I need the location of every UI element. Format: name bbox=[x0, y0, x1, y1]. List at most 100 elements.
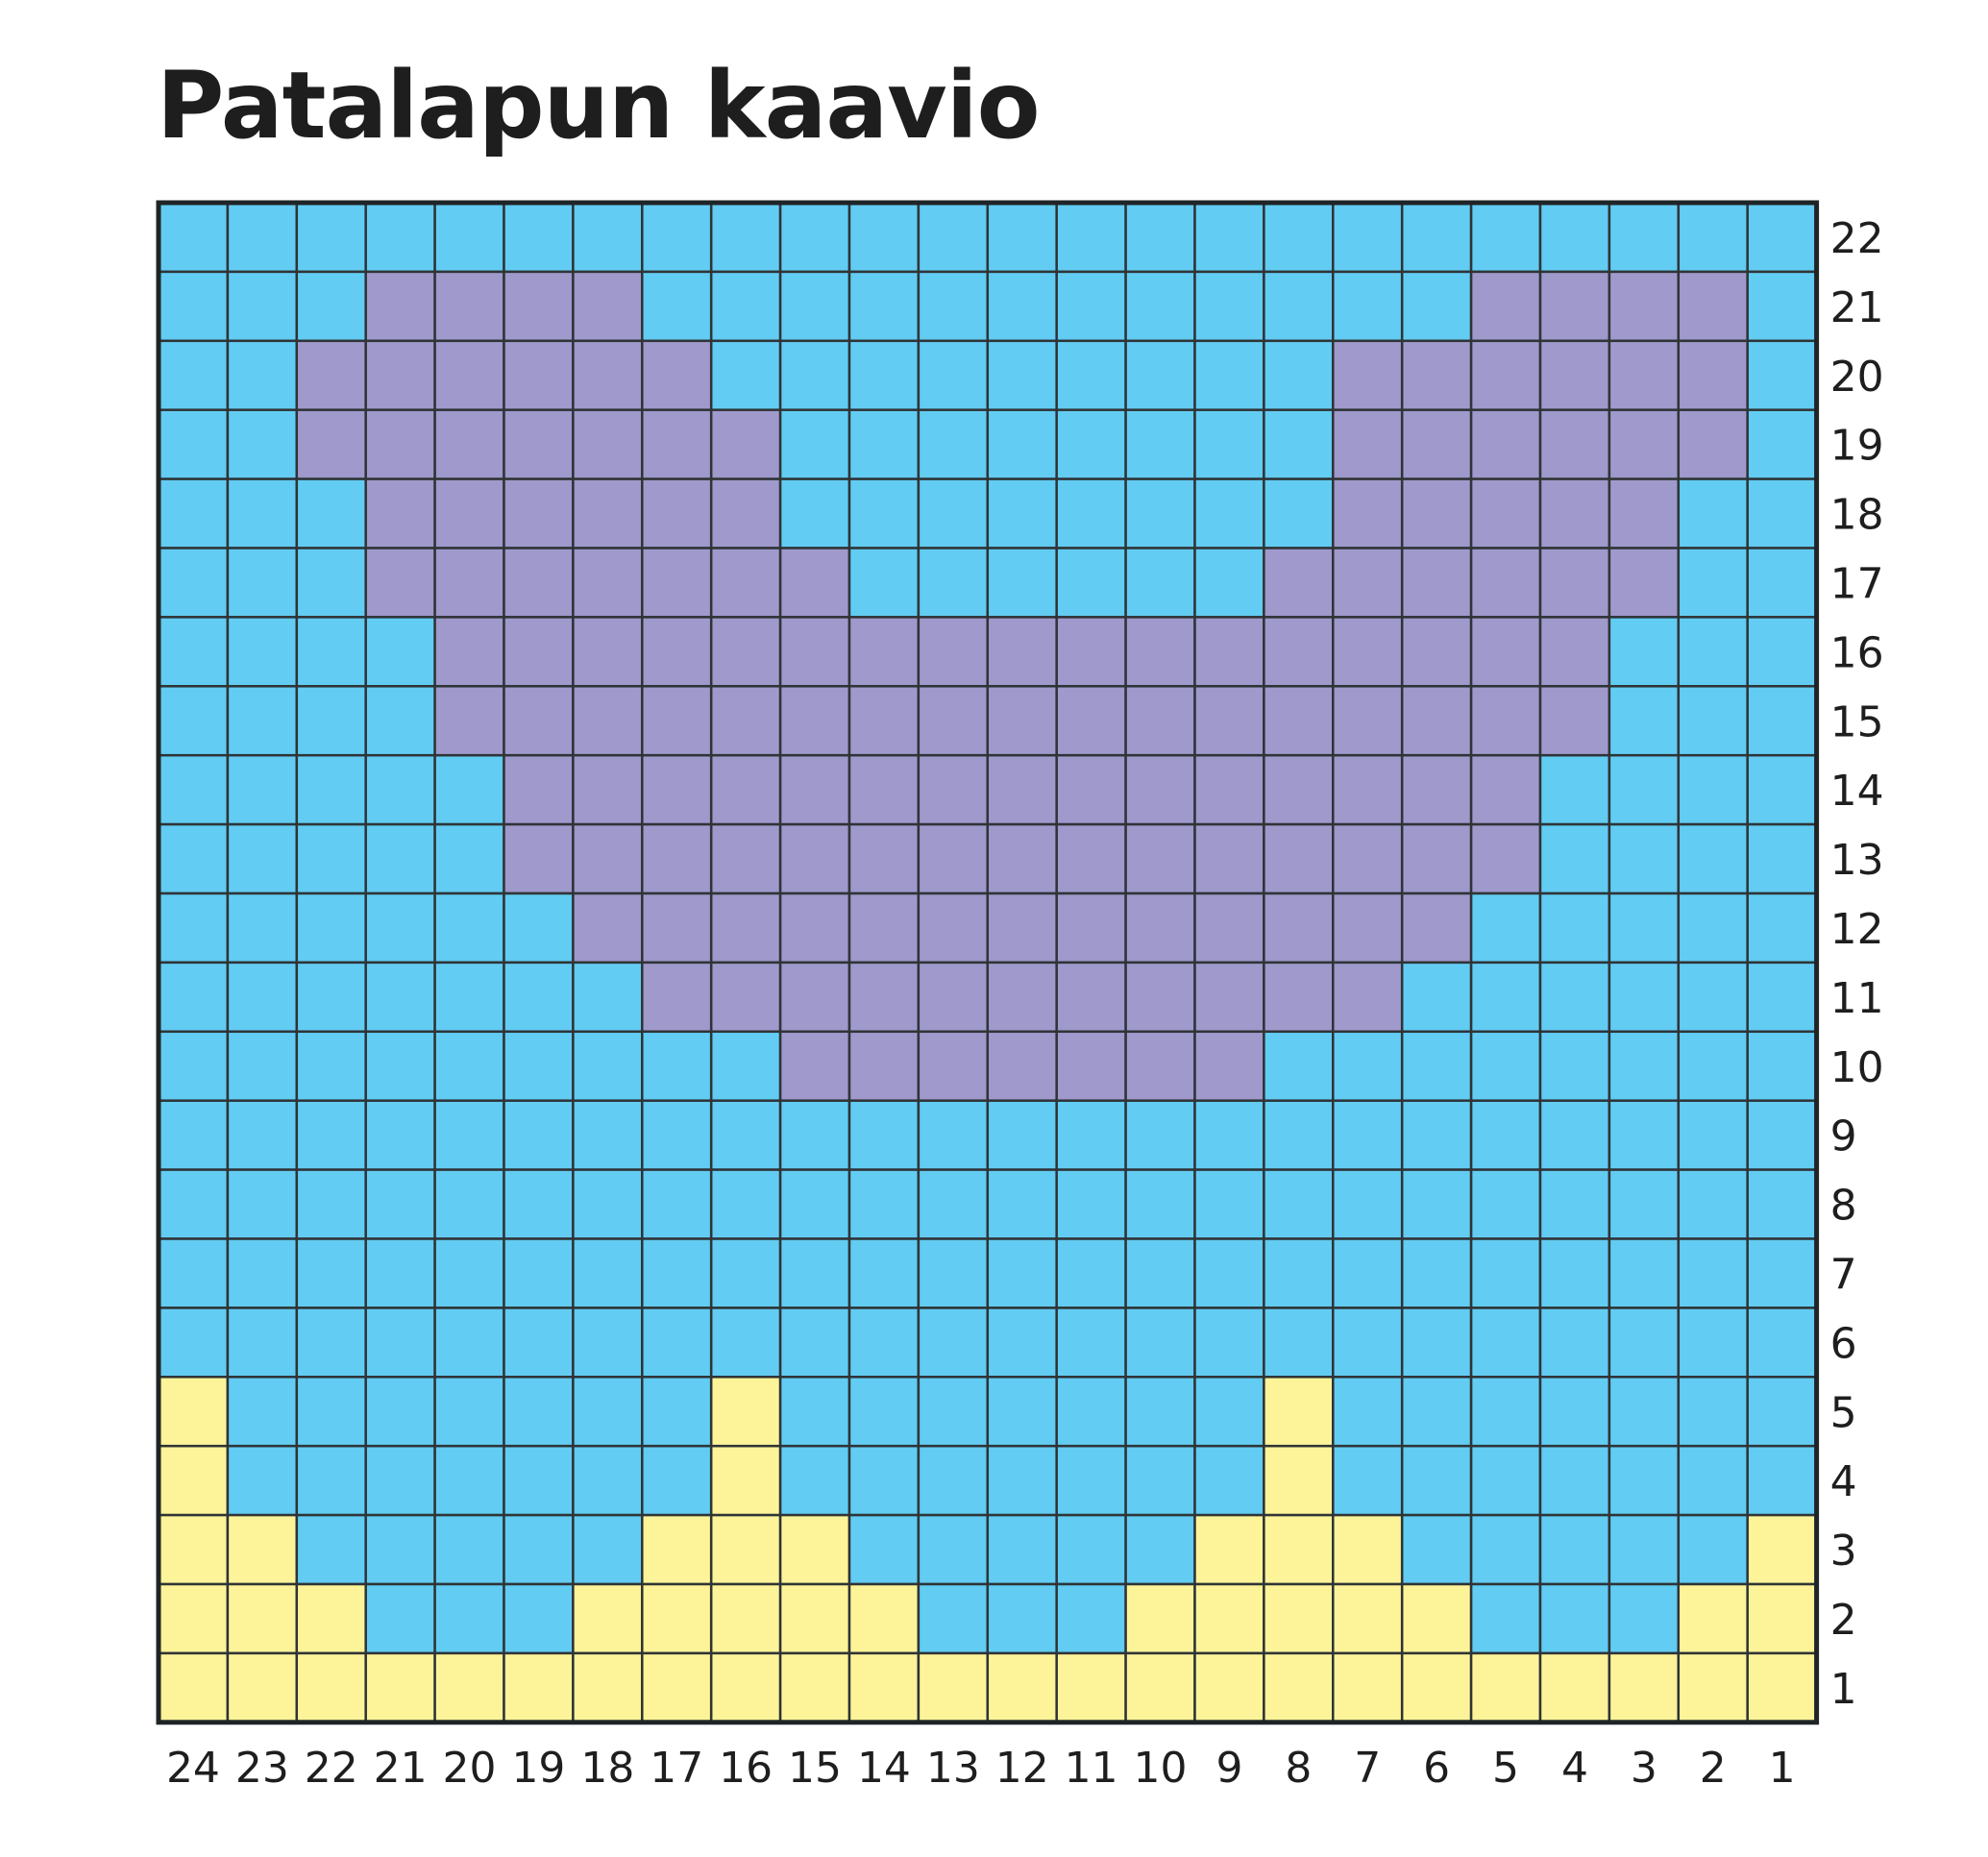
stitch-cell-r21-c4 bbox=[1538, 270, 1611, 343]
stitch-cell-r2-c15 bbox=[778, 1582, 851, 1655]
stitch-cell-r18-c22 bbox=[295, 477, 367, 550]
stitch-cell-r15-c12 bbox=[986, 685, 1058, 757]
stitch-cell-r2-c4 bbox=[1538, 1582, 1611, 1655]
stitch-cell-r3-c4 bbox=[1538, 1513, 1611, 1586]
stitch-cell-r19-c4 bbox=[1538, 408, 1611, 480]
stitch-cell-r17-c19 bbox=[503, 547, 575, 619]
stitch-cell-r2-c23 bbox=[226, 1582, 299, 1655]
stitch-cell-r6-c18 bbox=[572, 1307, 644, 1379]
stitch-cell-r7-c8 bbox=[1263, 1237, 1335, 1309]
stitch-cell-r2-c16 bbox=[709, 1582, 782, 1655]
stitch-cell-r21-c8 bbox=[1263, 270, 1335, 343]
stitch-cell-r21-c24 bbox=[157, 270, 230, 343]
stitch-cell-r1-c8 bbox=[1263, 1651, 1335, 1724]
row-label: 13 bbox=[1830, 836, 1884, 885]
stitch-cell-r14-c13 bbox=[917, 753, 990, 826]
stitch-cell-r16-c10 bbox=[1124, 616, 1196, 688]
stitch-cell-r20-c21 bbox=[364, 339, 436, 411]
row-label: 9 bbox=[1830, 1112, 1857, 1161]
stitch-cell-r6-c4 bbox=[1538, 1307, 1611, 1379]
stitch-cell-r9-c1 bbox=[1746, 1099, 1818, 1171]
stitch-cell-r22-c14 bbox=[847, 201, 920, 274]
stitch-cell-r7-c5 bbox=[1469, 1237, 1542, 1309]
column-number-labels: 24 23 22 21 20 19 18 17 16 15 14 13 12 11 10 9 8 7 6 5 4 3 2 1 bbox=[166, 1744, 1796, 1793]
stitch-cell-r16-c6 bbox=[1400, 616, 1473, 688]
stitch-cell-r19-c7 bbox=[1332, 408, 1404, 480]
stitch-cell-r3-c11 bbox=[1055, 1513, 1127, 1586]
stitch-cell-r12-c18 bbox=[572, 892, 644, 965]
stitch-cell-r1-c22 bbox=[295, 1651, 367, 1724]
stitch-cell-r9-c21 bbox=[364, 1099, 436, 1171]
stitch-cell-r9-c6 bbox=[1400, 1099, 1473, 1171]
stitch-cell-r10-c1 bbox=[1746, 1030, 1818, 1102]
row-label: 8 bbox=[1830, 1182, 1857, 1231]
stitch-cell-r18-c7 bbox=[1332, 477, 1404, 550]
column-label: 10 bbox=[1134, 1744, 1188, 1793]
stitch-cell-r22-c20 bbox=[433, 201, 505, 274]
stitch-cell-r8-c3 bbox=[1608, 1168, 1681, 1240]
stitch-cell-r13-c9 bbox=[1193, 822, 1265, 895]
stitch-cell-r7-c19 bbox=[503, 1237, 575, 1309]
stitch-cell-r12-c10 bbox=[1124, 892, 1196, 965]
stitch-cell-r17-c21 bbox=[364, 547, 436, 619]
stitch-cell-r13-c20 bbox=[433, 822, 505, 895]
stitch-cell-r22-c23 bbox=[226, 201, 299, 274]
stitch-cell-r6-c2 bbox=[1677, 1307, 1749, 1379]
stitch-cell-r17-c24 bbox=[157, 547, 230, 619]
stitch-cell-r16-c11 bbox=[1055, 616, 1127, 688]
stitch-cell-r9-c4 bbox=[1538, 1099, 1611, 1171]
stitch-cell-r15-c9 bbox=[1193, 685, 1265, 757]
stitch-cell-r7-c14 bbox=[847, 1237, 920, 1309]
stitch-cell-r14-c4 bbox=[1538, 753, 1611, 826]
stitch-cell-r2-c19 bbox=[503, 1582, 575, 1655]
stitch-cell-r13-c10 bbox=[1124, 822, 1196, 895]
row-label: 17 bbox=[1830, 559, 1884, 608]
stitch-cell-r18-c6 bbox=[1400, 477, 1473, 550]
stitch-cell-r22-c3 bbox=[1608, 201, 1681, 274]
stitch-cell-r8-c8 bbox=[1263, 1168, 1335, 1240]
stitch-cell-r1-c11 bbox=[1055, 1651, 1127, 1724]
stitch-cell-r17-c6 bbox=[1400, 547, 1473, 619]
stitch-cell-r3-c13 bbox=[917, 1513, 990, 1586]
stitch-cell-r13-c2 bbox=[1677, 822, 1749, 895]
column-label: 5 bbox=[1492, 1744, 1519, 1793]
stitch-cell-r8-c4 bbox=[1538, 1168, 1611, 1240]
stitch-cell-r8-c20 bbox=[433, 1168, 505, 1240]
stitch-cell-r5-c2 bbox=[1677, 1376, 1749, 1448]
stitch-cell-r16-c13 bbox=[917, 616, 990, 688]
stitch-cell-r4-c3 bbox=[1608, 1444, 1681, 1517]
stitch-cell-r6-c12 bbox=[986, 1307, 1058, 1379]
stitch-cell-r11-c15 bbox=[778, 961, 851, 1034]
row-label: 10 bbox=[1830, 1043, 1884, 1092]
stitch-cell-r9-c2 bbox=[1677, 1099, 1749, 1171]
stitch-cell-r7-c10 bbox=[1124, 1237, 1196, 1309]
stitch-cell-r13-c1 bbox=[1746, 822, 1818, 895]
stitch-cell-r15-c20 bbox=[433, 685, 505, 757]
stitch-cell-r21-c2 bbox=[1677, 270, 1749, 343]
stitch-cell-r20-c12 bbox=[986, 339, 1058, 411]
stitch-cell-r17-c23 bbox=[226, 547, 299, 619]
stitch-cell-r10-c7 bbox=[1332, 1030, 1404, 1102]
stitch-cell-r22-c2 bbox=[1677, 201, 1749, 274]
row-label: 6 bbox=[1830, 1319, 1857, 1368]
stitch-cell-r2-c9 bbox=[1193, 1582, 1265, 1655]
stitch-cell-r8-c10 bbox=[1124, 1168, 1196, 1240]
stitch-cell-r4-c11 bbox=[1055, 1444, 1127, 1517]
stitch-cell-r22-c21 bbox=[364, 201, 436, 274]
stitch-cell-r6-c6 bbox=[1400, 1307, 1473, 1379]
stitch-cell-r9-c13 bbox=[917, 1099, 990, 1171]
stitch-cell-r4-c20 bbox=[433, 1444, 505, 1517]
stitch-cell-r14-c7 bbox=[1332, 753, 1404, 826]
stitch-cell-r12-c24 bbox=[157, 892, 230, 965]
stitch-cell-r5-c24 bbox=[157, 1376, 230, 1448]
stitch-cell-r15-c23 bbox=[226, 685, 299, 757]
stitch-cell-r9-c24 bbox=[157, 1099, 230, 1171]
stitch-cell-r17-c3 bbox=[1608, 547, 1681, 619]
stitch-cell-r8-c17 bbox=[641, 1168, 713, 1240]
stitch-cell-r9-c15 bbox=[778, 1099, 851, 1171]
column-label: 13 bbox=[926, 1744, 980, 1793]
stitch-cell-r19-c14 bbox=[847, 408, 920, 480]
stitch-cell-r3-c12 bbox=[986, 1513, 1058, 1586]
stitch-cell-r14-c19 bbox=[503, 753, 575, 826]
stitch-cell-r1-c20 bbox=[433, 1651, 505, 1724]
